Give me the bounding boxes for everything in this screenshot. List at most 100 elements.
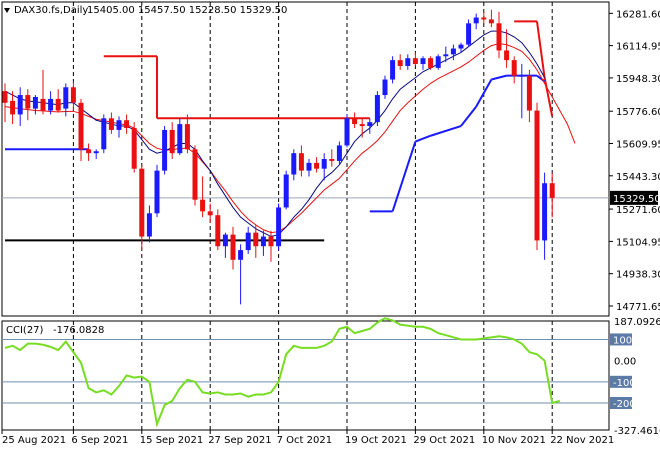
candle-body [177,124,183,154]
candle-body [450,48,456,55]
time-label: 27 Sep 2021 [208,435,271,446]
candle-body [276,207,282,247]
candle-body [488,19,494,24]
candle-body [390,60,396,80]
candle-body [253,232,259,247]
candle-body [260,236,266,247]
ma-slow-line [4,43,576,234]
candle-body [374,95,380,123]
candle-body [78,102,84,150]
price-tick-label: 15271.60 [616,205,660,216]
candle-body [222,234,228,247]
candle-body [55,98,61,111]
candle-body [139,168,145,237]
candle-body [101,118,107,150]
support-trail [415,134,431,143]
candle-body [230,234,236,260]
candle-body [10,100,16,115]
candle-body [526,75,532,111]
candle-body [542,183,548,241]
support-trail [475,79,493,108]
resistance-trail [536,21,546,78]
candle-body [124,120,130,128]
candle-body [154,170,160,214]
candle-body [2,91,8,103]
candle-body [63,87,69,109]
cci-level-marker [610,396,632,409]
candlesticks [2,9,555,305]
cci-tick-label: 0.00 [614,357,636,368]
price-tick-label: 15443.30 [616,172,660,183]
time-label: 15 Sep 2021 [140,435,203,446]
candle-body [245,232,251,251]
candle-body [283,174,289,208]
support-trail [491,74,507,81]
candle-body [435,56,441,68]
candle-body [108,118,114,130]
time-label: 25 Aug 2021 [2,435,66,446]
time-axis: 25 Aug 2021 6 Sep 2021 15 Sep 2021 27 Sep 2… [1,430,614,446]
candle-body [162,129,168,171]
support-trail [391,141,417,212]
ohlc-values: 15405.00 15457.50 15228.50 15329.50 [87,5,287,16]
candle-body [169,129,175,154]
candle-body [466,23,472,45]
time-label: 6 Sep 2021 [71,435,128,446]
price-tick-label: 15776.60 [616,107,660,118]
price-tick-label: 14938.30 [616,270,660,281]
candle-body [192,149,198,200]
candle-body [481,17,487,20]
cci-level-marker [610,375,632,388]
cci-tick-label: -200 [613,399,636,410]
candle-body [40,98,46,111]
candle-body [32,96,38,109]
candle-body [329,159,335,161]
price-tick-label: 15609.95 [616,140,660,151]
candle-body [314,162,320,169]
candle-body [367,122,373,127]
ma-fast-line [4,30,546,238]
candle-body [93,151,99,154]
time-label: 7 Oct 2021 [277,435,332,446]
candle-body [200,199,206,212]
symbol-name: DAX30.fs,Daily [14,5,88,16]
candle-body [443,54,449,57]
price-axis: 16281.60 16114.95 15948.30 15776.60 15609.95… [609,9,660,313]
candle-body [25,95,31,109]
candle-body [184,124,190,150]
cci-tick-label: 100 [613,335,632,346]
current-price-marker [610,190,658,205]
moving-averages [4,30,576,238]
candle-body [352,118,358,125]
candle-body [146,213,152,237]
cci-panel: 187.0926 100 0.00 -100 -200 -327.4616 [2,317,660,437]
candle-body [534,110,540,241]
candle-body [291,153,297,175]
candle-body [344,118,350,146]
indicator-value: -176.0828 [53,325,104,336]
candle-body [397,60,403,66]
grid-lines [72,2,553,430]
candle-body [298,153,304,171]
candle-body [428,58,434,68]
candle-body [215,215,221,247]
cci-tick-label: 187.0926 [614,317,660,328]
resistance-trail [543,77,554,117]
candle-body [321,159,327,169]
price-tick-label: 16114.95 [616,42,660,53]
candle-body [412,58,418,65]
candle-body [511,60,517,76]
candle-body [458,44,464,49]
indicator-header: CCI(27) -176.0828 [6,325,104,336]
candle-body [473,17,479,24]
price-tick-label: 14771.65 [616,302,660,313]
indicator-plot-frame [1,320,610,431]
candle-body [336,145,342,161]
candle-body [359,124,365,127]
time-label: 22 Nov 2021 [550,435,614,446]
candle-body [70,87,76,103]
price-tick-label: 15948.30 [616,74,660,85]
collapse-arrow-icon[interactable] [4,8,10,13]
